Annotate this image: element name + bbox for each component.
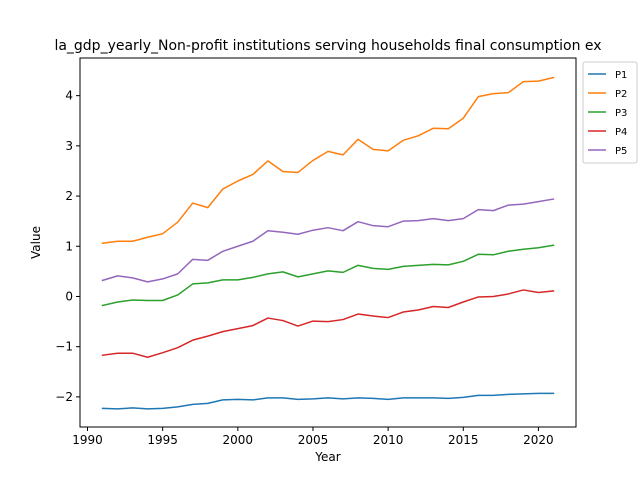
- y-tick-label: 3: [65, 139, 73, 153]
- x-axis-label: Year: [314, 450, 340, 464]
- x-tick-label: 2010: [373, 433, 404, 447]
- x-tick-label: 2015: [448, 433, 479, 447]
- series-line-p5: [101, 198, 555, 283]
- chart-title: la_gdp_yearly_Non-profit institutions se…: [54, 38, 601, 54]
- y-axis: −2 −1 0 1 2 3 4: [55, 89, 80, 404]
- plot-frame: [79, 57, 577, 428]
- y-tick-label: 4: [65, 89, 73, 103]
- series-line-p1: [101, 392, 555, 410]
- legend-label-p5: P5: [615, 146, 627, 157]
- series-line-p4: [101, 289, 555, 358]
- plot-layer: [101, 76, 555, 410]
- series-line-p3: [101, 244, 555, 307]
- x-axis: 1990 1995 2000 2005 2010 2015 2020: [72, 427, 554, 447]
- legend-label-p4: P4: [615, 127, 627, 138]
- y-tick-label: −1: [55, 340, 73, 354]
- x-tick-label: 2000: [223, 433, 254, 447]
- x-tick-label: 1995: [147, 433, 178, 447]
- legend-label-p1: P1: [615, 70, 627, 81]
- legend-label-p2: P2: [615, 89, 627, 100]
- x-tick-label: 2020: [523, 433, 554, 447]
- legend: P1 P2 P3 P4 P5: [582, 61, 638, 164]
- x-tick-label: 1990: [72, 433, 103, 447]
- legend-box: [582, 61, 638, 164]
- x-tick-label: 2005: [298, 433, 329, 447]
- y-tick-label: 0: [65, 289, 73, 303]
- series-line-p2: [101, 76, 555, 245]
- y-axis-label: Value: [29, 226, 43, 259]
- y-tick-label: −2: [55, 390, 73, 404]
- legend-label-p3: P3: [615, 108, 627, 119]
- y-tick-label: 2: [65, 189, 73, 203]
- y-tick-label: 1: [65, 239, 73, 253]
